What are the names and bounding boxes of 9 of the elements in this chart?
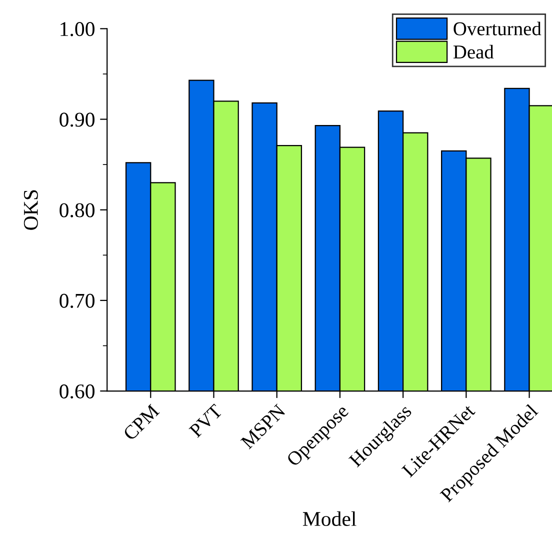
y-tick-label: 0.70 xyxy=(60,294,94,308)
y-tick-label: 0.60 xyxy=(60,384,94,399)
x-axis-title: Model xyxy=(302,511,356,526)
y-tick-label: 1.00 xyxy=(60,22,94,36)
legend-label: Dead xyxy=(453,44,494,59)
legend-label: Overturned xyxy=(454,22,542,36)
y-tick-label: 0.80 xyxy=(60,203,94,218)
y-axis-title: OKS xyxy=(24,190,38,230)
y-tick-label: 0.90 xyxy=(60,112,94,127)
